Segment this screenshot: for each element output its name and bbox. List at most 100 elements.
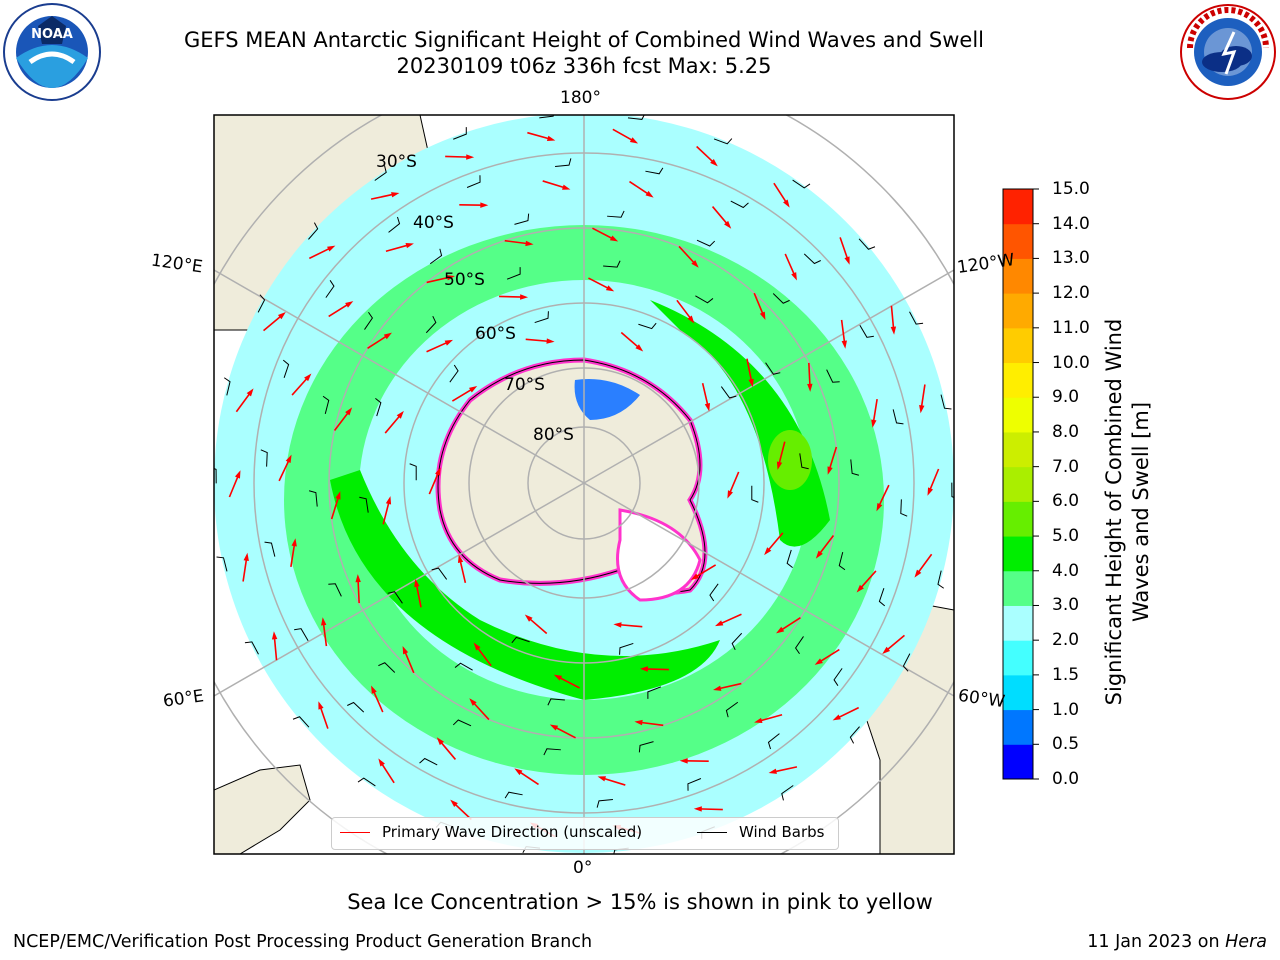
wind-barb: [645, 167, 664, 175]
colorbar-segment: [1003, 501, 1033, 537]
wave-arrow-head: [345, 407, 353, 416]
colorbar-segment: [1003, 536, 1033, 572]
wave-arrow: [235, 391, 252, 413]
wave-arrow-head: [714, 620, 724, 627]
wave-arrow-head: [687, 315, 695, 324]
wave-arrow-head: [832, 714, 841, 721]
wave-arrow: [278, 458, 291, 482]
wave-arrow: [472, 701, 490, 721]
wave-arrow: [426, 341, 449, 353]
wave-arrow: [242, 557, 248, 582]
wave-arrow-head: [710, 158, 718, 167]
colorbar-segment: [1003, 744, 1033, 780]
wave-arrow-head: [444, 339, 454, 346]
wave-arrow-head: [613, 622, 622, 628]
wind-barb: [713, 138, 733, 145]
wave-arrow-head: [727, 490, 733, 499]
wave-band-max: [768, 430, 812, 490]
wind-barb: [388, 216, 401, 233]
wave-arrow-head: [679, 758, 688, 764]
wind-barb: [850, 459, 860, 476]
land-africa: [214, 764, 311, 854]
wind-barb: [539, 115, 554, 119]
wave-arrow-head: [919, 404, 925, 414]
wave-arrow: [588, 277, 611, 290]
wave-arrow-head: [814, 658, 823, 665]
wave-arrow: [890, 305, 895, 330]
colorbar-tick-label: 2.0: [1052, 630, 1080, 651]
colorbar-label: Significant Height of Combined Wind Wave…: [1102, 318, 1153, 706]
colorbar-tick-label: 10.0: [1052, 352, 1090, 373]
wave-arrow: [372, 689, 384, 713]
wave-arrow-head: [724, 220, 732, 229]
wave-arrow: [528, 617, 548, 635]
wave-arrow: [291, 376, 309, 396]
wind-barb: [838, 551, 846, 571]
colorbar-segment: [1003, 640, 1033, 676]
wave-arrow: [228, 474, 240, 498]
wave-arrow-head: [321, 617, 327, 626]
colorbar-tick-label: 15.0: [1052, 179, 1090, 199]
wind-barb: [454, 662, 473, 671]
colorbar-segment: [1003, 570, 1033, 606]
wave-arrow-head: [768, 768, 777, 774]
wind-barb: [638, 741, 654, 753]
wave-arrow: [701, 382, 709, 407]
wind-barb: [534, 311, 549, 324]
wave-arrow-head: [446, 275, 455, 281]
wave-arrow-head: [764, 547, 772, 556]
wave-arrow-head: [549, 724, 559, 731]
wave-arrow: [527, 131, 551, 140]
colorbar-tick-label: 9.0: [1052, 387, 1080, 408]
colorbar-tick-label: 1.0: [1052, 699, 1080, 720]
wind-barb: [282, 359, 290, 378]
wave-arrow-head: [385, 496, 392, 505]
wave-arrow-head: [748, 378, 754, 388]
wave-arrow: [836, 706, 860, 719]
wave-arrow-head: [776, 461, 783, 470]
wind-barb: [214, 468, 217, 484]
wave-arrow: [840, 319, 846, 344]
legend-barb-swatch: [697, 832, 727, 833]
wind-barb: [322, 395, 330, 415]
lat-label-80s: 80°S: [533, 425, 574, 445]
wave-arrow-head: [327, 245, 336, 252]
wave-arrow-head: [436, 737, 444, 746]
wave-arrow-head: [457, 554, 464, 563]
wave-arrow: [711, 206, 729, 226]
colorbar-segment: [1003, 362, 1033, 398]
wave-arrow-head: [435, 467, 441, 476]
colorbar-segment: [1003, 258, 1033, 294]
wind-barb: [260, 449, 268, 467]
wind-barb: [325, 280, 335, 298]
wind-barb: [429, 248, 443, 265]
colorbar-tick-label: 4.0: [1052, 560, 1080, 581]
wave-arrow-head: [450, 799, 458, 808]
wave-arrow-head: [466, 154, 475, 160]
wave-arrow: [696, 145, 715, 164]
wave-arrow: [451, 387, 474, 402]
wind-barb: [858, 238, 876, 250]
run-date: 11 Jan 2023 on Hera: [1087, 932, 1267, 952]
sea-ice-note: Sea Ice Concentration > 15% is shown in …: [347, 890, 933, 914]
wind-barb: [555, 158, 572, 168]
wave-arrow-head: [605, 285, 615, 292]
wave-arrow: [445, 155, 470, 158]
wave-arrow: [380, 762, 395, 784]
wave-arrow-head: [553, 674, 563, 681]
wave-arrow: [818, 648, 840, 663]
wave-arrow: [518, 770, 539, 786]
wave-arrow: [612, 128, 635, 142]
wind-barb: [687, 778, 702, 791]
wave-arrow: [328, 303, 350, 318]
wave-arrow-head: [876, 502, 883, 512]
wave-arrow-head: [609, 235, 619, 242]
wave-arrow: [872, 399, 878, 423]
wind-barb: [826, 369, 840, 383]
wind-barb: [730, 200, 749, 209]
run-machine: Hera: [1225, 932, 1267, 952]
wave-arrow-head: [629, 137, 639, 144]
wave-arrow-head: [473, 642, 481, 651]
chart-subtitle: 20230109 t06z 336h fcst Max: 5.25: [396, 54, 772, 78]
colorbar-frame: [1002, 188, 1034, 780]
